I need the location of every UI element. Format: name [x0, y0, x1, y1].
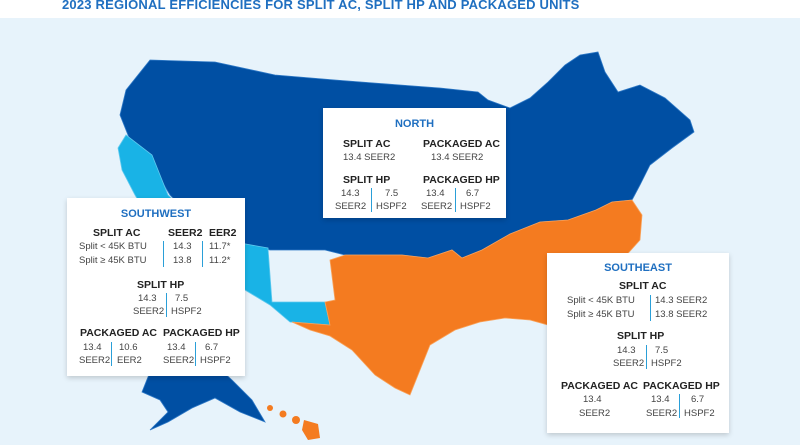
- southeast-packaged-hp-hspf-value: 6.7: [691, 394, 705, 405]
- north-packaged-ac-value: 13.4 SEER2: [431, 152, 484, 163]
- southeast-packaged-ac-seer-unit: SEER2: [579, 408, 611, 419]
- southeast-packaged-hp-hspf-unit: HSPF2: [684, 408, 715, 419]
- north-title: NORTH: [394, 118, 435, 130]
- southwest-packaged-ac-eer-unit: EER2: [117, 355, 142, 366]
- southeast-title: SOUTHEAST: [604, 262, 672, 274]
- southwest-packaged-ac-seer-value: 13.4: [83, 342, 102, 353]
- southeast-packaged-hp-seer-value: 13.4: [651, 394, 670, 405]
- southwest-split-ac-divider-2: [202, 241, 203, 267]
- southwest-split-hp-hspf-unit: HSPF2: [171, 306, 202, 317]
- southeast-split-ac-label: SPLIT AC: [619, 280, 667, 292]
- southeast-split-hp-divider: [646, 345, 647, 369]
- southwest-packaged-ac-seer-unit: SEER2: [79, 355, 111, 366]
- north-packaged-hp-seer-unit: SEER2: [421, 201, 453, 212]
- southeast-split-ac-row1-size: Split < 45K BTU: [567, 295, 635, 306]
- north-split-ac-label: SPLIT AC: [343, 138, 391, 150]
- southwest-packaged-ac-divider: [111, 342, 112, 366]
- southwest-split-hp-seer-value: 14.3: [138, 293, 157, 304]
- north-split-hp-divider: [371, 188, 372, 212]
- southwest-split-hp-divider: [166, 293, 167, 317]
- hawaii: [267, 405, 320, 440]
- southwest-split-hp-hspf-value: 7.5: [175, 293, 189, 304]
- north-packaged-hp-seer-value: 13.4: [426, 188, 445, 199]
- north-packaged-ac-label: PACKAGED AC: [423, 138, 501, 150]
- southwest-packaged-hp-seer-unit: SEER2: [163, 355, 195, 366]
- southwest-split-ac-divider-1: [163, 241, 164, 267]
- southeast-split-ac-row2-value: 13.8 SEER2: [655, 309, 708, 320]
- southwest-split-ac-row2-size: Split ≥ 45K BTU: [79, 255, 147, 266]
- north-packaged-hp-divider: [455, 188, 456, 212]
- southwest-split-hp-seer-unit: SEER2: [133, 306, 165, 317]
- southwest-split-hp-label: SPLIT HP: [137, 279, 185, 291]
- southwest-split-ac-row2-seer: 13.8: [173, 255, 192, 266]
- page-title: 2023 REGIONAL EFFICIENCIES FOR SPLIT AC,…: [62, 0, 580, 12]
- southeast-split-hp-seer-value: 14.3: [617, 345, 636, 356]
- southeast-packaged-hp-label: PACKAGED HP: [643, 380, 720, 392]
- southwest-packaged-hp-hspf-unit: HSPF2: [200, 355, 231, 366]
- title-bar: 2023 REGIONAL EFFICIENCIES FOR SPLIT AC,…: [0, 0, 800, 18]
- southeast-split-hp-hspf-value: 7.5: [655, 345, 669, 356]
- southeast-split-hp-label: SPLIT HP: [617, 330, 665, 342]
- southeast-split-ac-divider: [650, 295, 651, 321]
- southeast-packaged-ac-seer-value: 13.4: [583, 394, 602, 405]
- southeast-packaged-hp-seer-unit: SEER2: [646, 408, 678, 419]
- southwest-split-ac-row1-eer: 11.7*: [209, 241, 231, 252]
- north-packaged-hp-label: PACKAGED HP: [423, 174, 500, 186]
- southwest-packaged-ac-label: PACKAGED AC: [80, 327, 158, 339]
- southeast-packaged-ac-label: PACKAGED AC: [561, 380, 639, 392]
- southeast-split-hp-hspf-unit: HSPF2: [651, 358, 682, 369]
- southeast-card: SOUTHEAST SPLIT AC Split < 45K BTU 14.3 …: [547, 253, 729, 433]
- southwest-split-ac-row1-size: Split < 45K BTU: [79, 241, 147, 252]
- southwest-seer-col-header: SEER2: [168, 227, 203, 239]
- north-split-hp-hspf-unit: HSPF2: [376, 201, 407, 212]
- southeast-split-ac-row1-value: 14.3 SEER2: [655, 295, 708, 306]
- north-split-hp-label: SPLIT HP: [343, 174, 391, 186]
- north-split-hp-hspf-value: 7.5: [385, 188, 399, 199]
- southeast-packaged-hp-divider: [679, 394, 680, 418]
- north-split-ac-value: 13.4 SEER2: [343, 152, 396, 163]
- southwest-eer-col-header: EER2: [209, 227, 237, 239]
- southwest-split-ac-row1-seer: 14.3: [173, 241, 192, 252]
- north-packaged-hp-hspf-value: 6.7: [466, 188, 480, 199]
- southwest-card: SOUTHWEST SPLIT AC SEER2 EER2 Split < 45…: [67, 198, 245, 376]
- southwest-split-ac-row2-eer: 11.2*: [209, 255, 231, 266]
- north-card: NORTH SPLIT AC 13.4 SEER2 PACKAGED AC 13…: [323, 108, 506, 218]
- north-split-hp-seer-value: 14.3: [341, 188, 360, 199]
- southwest-packaged-hp-hspf-value: 6.7: [205, 342, 219, 353]
- north-packaged-hp-hspf-unit: HSPF2: [460, 201, 491, 212]
- north-split-hp-seer-unit: SEER2: [335, 201, 367, 212]
- southeast-split-ac-row2-size: Split ≥ 45K BTU: [567, 309, 635, 320]
- southwest-title: SOUTHWEST: [120, 208, 192, 220]
- southwest-packaged-ac-eer-value: 10.6: [119, 342, 138, 353]
- southwest-packaged-hp-seer-value: 13.4: [167, 342, 186, 353]
- southwest-packaged-hp-divider: [195, 342, 196, 366]
- southeast-split-hp-seer-unit: SEER2: [613, 358, 645, 369]
- southwest-split-ac-label: SPLIT AC: [93, 227, 141, 239]
- southwest-packaged-hp-label: PACKAGED HP: [163, 327, 240, 339]
